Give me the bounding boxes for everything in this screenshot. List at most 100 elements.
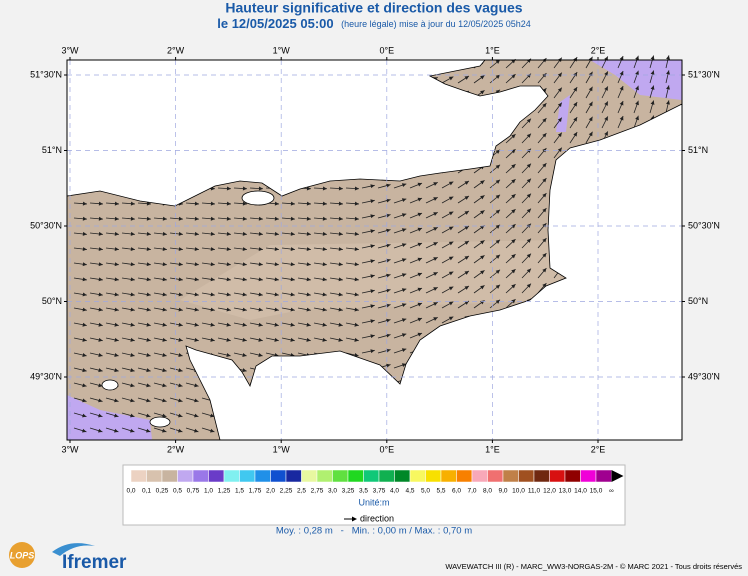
legend-swatch <box>595 469 612 483</box>
legend-swatch <box>549 469 566 483</box>
wave-arrow-head <box>354 322 359 327</box>
wave-arrow-head <box>480 195 485 200</box>
wave-arrow-head <box>114 322 119 327</box>
wave-arrow-head <box>242 277 247 282</box>
wave-arrow-head <box>306 307 311 312</box>
wave-arrow-head <box>573 117 578 122</box>
wave-arrow-head <box>98 322 103 327</box>
wave-arrow-head <box>495 194 501 199</box>
wave-arrow-head <box>386 273 391 278</box>
wave-arrow-head <box>194 231 199 236</box>
wave-arrow-head <box>433 302 438 306</box>
wave-arrow-head <box>338 292 343 297</box>
wave-arrow-head <box>290 216 295 221</box>
wave-arrow-head <box>480 285 485 290</box>
latitude-label: 50°30'N <box>30 220 62 230</box>
wave-arrow-head <box>242 337 247 342</box>
wave-arrow-head <box>386 243 391 248</box>
wave-arrow-head <box>386 333 391 338</box>
wave-arrow-head <box>98 277 103 282</box>
wave-arrow-head <box>401 228 407 232</box>
wave-arrow-head <box>82 322 87 327</box>
wave-arrow-head <box>130 277 135 282</box>
legend-label: 1,75 <box>249 488 262 495</box>
wave-arrow-head <box>178 307 183 312</box>
wave-arrow-head <box>114 247 119 252</box>
wave-arrow-head <box>178 262 183 267</box>
wave-arrow-head <box>178 353 183 357</box>
wave-arrow-head <box>82 201 87 206</box>
wave-arrow-head <box>98 216 103 221</box>
longitude-label: 1°W <box>273 444 291 454</box>
wave-arrow-head <box>306 201 311 206</box>
graticule <box>67 60 682 440</box>
wave-arrow-head <box>242 216 247 221</box>
wave-arrow-head <box>338 247 343 252</box>
wave-arrow-head <box>98 292 103 297</box>
wave-arrow-head <box>495 59 501 64</box>
wave-arrow-head <box>526 178 531 183</box>
wave-arrow-head <box>542 163 547 168</box>
wave-arrow-head <box>386 228 391 233</box>
wave-arrow-head <box>146 428 151 433</box>
wave-arrow-head <box>495 179 501 184</box>
wave-arrow-head <box>194 428 199 433</box>
wave-arrow-head <box>448 271 454 276</box>
wave-arrow-head <box>495 164 501 169</box>
wave-arrow-head <box>274 201 279 206</box>
wave-arrow-head <box>130 292 135 297</box>
wave-arrow-head <box>306 262 311 267</box>
wave-arrow-head <box>194 383 199 388</box>
legend-swatch <box>564 469 581 483</box>
wave-arrow-head <box>526 253 531 258</box>
wave-arrow-head <box>401 318 407 322</box>
wave-arrow-head <box>178 216 183 221</box>
wave-arrow-head <box>130 216 135 221</box>
wave-arrow-head <box>242 322 247 327</box>
wave-arrow-head <box>526 193 531 198</box>
wave-arrow-head <box>306 292 311 297</box>
wave-arrow-head <box>242 368 247 373</box>
wave-arrow-head <box>306 322 311 327</box>
wave-arrow-head <box>130 247 135 252</box>
wave-arrow-head <box>338 322 343 327</box>
wave-arrow-head <box>511 284 516 289</box>
latitude-label: 50°N <box>42 296 62 306</box>
wave-arrow-head <box>370 319 375 324</box>
wave-arrow-head <box>178 383 183 388</box>
wave-arrow-head <box>448 226 454 231</box>
wave-arrow-head <box>178 292 183 297</box>
wave-arrow-head <box>82 277 87 282</box>
wave-arrow-head <box>604 116 608 121</box>
legend-label: 2,5 <box>297 488 306 495</box>
wave-arrow-head <box>370 334 375 339</box>
subtitle: le 12/05/2025 05:00 (heure légale) mise … <box>217 16 530 33</box>
wave-arrow-head <box>210 428 215 433</box>
map-frame <box>66 59 683 441</box>
wave-arrow-head <box>274 247 279 252</box>
longitude-label: 0°E <box>379 444 394 454</box>
lops-logo-mark <box>9 542 35 568</box>
wave-arrow-head <box>210 292 215 297</box>
legend-swatch <box>502 469 519 483</box>
wave-arrow-head <box>194 292 199 297</box>
legend-swatch <box>409 469 426 483</box>
wave-arrow-head <box>98 307 103 312</box>
legend-swatch <box>347 469 364 483</box>
legend-scale: 0,0 0,1 0,25 0,5 0,75 1,0 1,25 1,5 1,75 2,0 2,25 2,… <box>126 469 624 495</box>
wave-arrow-head <box>338 231 343 236</box>
wave-arrow-head <box>401 303 407 307</box>
wave-arrow-head <box>338 337 343 342</box>
wave-arrow-head <box>242 353 247 357</box>
longitude-label: 2°W <box>167 45 185 55</box>
wave-arrow-head <box>146 277 151 282</box>
latitude-label: 51°30'N <box>688 69 720 79</box>
england <box>66 59 549 207</box>
wave-arrow-head <box>417 227 423 232</box>
wave-arrow-head <box>114 398 119 403</box>
wave-arrow-head <box>146 398 151 403</box>
wave-arrow-head <box>433 287 438 291</box>
wave-arrow-head <box>370 199 375 204</box>
wave-arrow-head <box>146 322 151 327</box>
wave-arrow-head <box>604 71 608 76</box>
